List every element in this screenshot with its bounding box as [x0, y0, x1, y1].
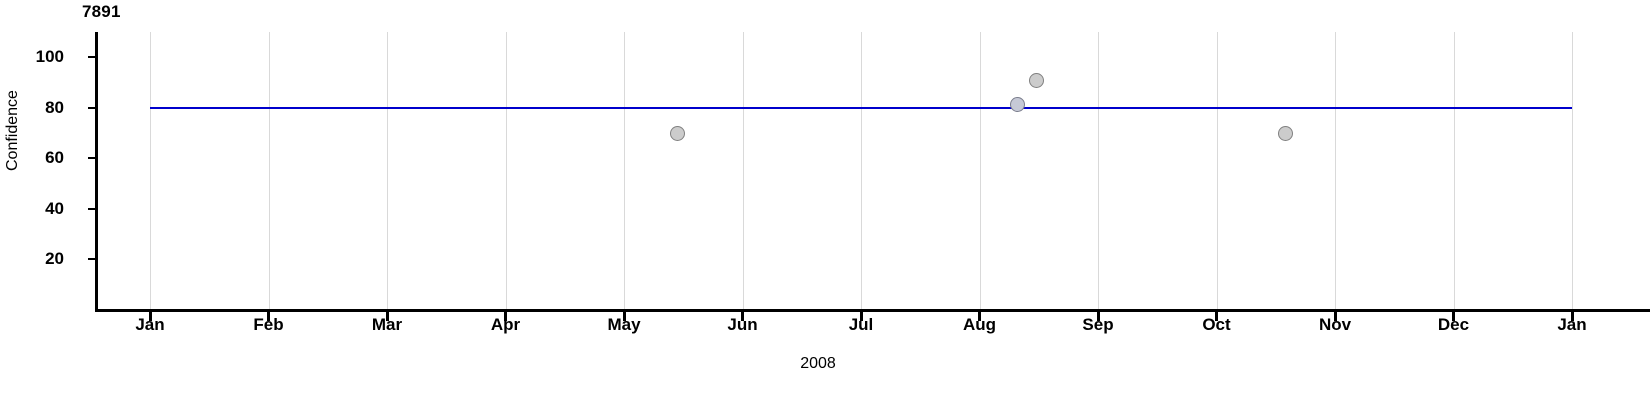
- x-tick-mark-apr-3: [504, 312, 507, 321]
- x-tick-mark-mar-2: [385, 312, 389, 321]
- x-tick-label-jul-6: Jul: [848, 315, 874, 334]
- chart-title: 7891: [82, 2, 121, 21]
- x-axis-spine: [97, 309, 1650, 312]
- y-tick-label-60: 60: [45, 148, 64, 168]
- x-tick-mark-sep-8: [1096, 312, 1100, 321]
- x-tick-mark-oct-9: [1215, 312, 1218, 321]
- data-point[interactable]: [1010, 96, 1026, 112]
- x-tick-mark-aug-7: [978, 312, 981, 321]
- x-tick-label-jan-0: Jan: [135, 315, 165, 334]
- gridline-nov-10: [1335, 32, 1336, 310]
- x-tick-label-dec-11: Dec: [1437, 315, 1470, 334]
- x-axis-title: 2008: [800, 355, 836, 372]
- x-tick-mark-dec-11: [1452, 312, 1455, 321]
- gridline-jan-0: [150, 32, 151, 310]
- x-tick-label-mar-2: Mar: [371, 315, 403, 334]
- x-tick-label-apr-3: Apr: [490, 315, 521, 334]
- y-axis-spine: [95, 32, 98, 312]
- x-tick-mark-jan-0: [148, 312, 152, 321]
- data-point[interactable]: [1029, 72, 1045, 88]
- gridline-jun-5: [742, 32, 744, 310]
- x-tick-mark-jul-6: [859, 312, 863, 321]
- gridline-jan-12: [1572, 32, 1573, 310]
- gridline-may-4: [624, 32, 625, 310]
- gridline-apr-3: [505, 32, 507, 310]
- x-tick-label-nov-10: Nov: [1318, 315, 1352, 334]
- y-tick-mark-20: [88, 258, 95, 261]
- x-tick-mark-jun-5: [741, 312, 744, 321]
- x-tick-label-feb-1: Feb: [253, 315, 284, 334]
- y-tick-mark-40: [88, 207, 95, 210]
- x-tick-mark-jan-12: [1570, 312, 1574, 321]
- y-tick-label-100: 100: [35, 47, 64, 67]
- y-tick-label-80: 80: [45, 97, 64, 117]
- y-tick-mark-60: [88, 157, 95, 160]
- data-point[interactable]: [1277, 125, 1293, 141]
- x-tick-mark-may-4: [622, 312, 626, 321]
- y-tick-mark-80: [88, 106, 95, 109]
- x-tick-label-jun-5: Jun: [727, 315, 758, 334]
- x-tick-mark-feb-1: [267, 312, 270, 321]
- y-tick-label-20: 20: [45, 249, 64, 269]
- data-point[interactable]: [670, 125, 686, 141]
- gridline-sep-8: [1098, 32, 1099, 310]
- x-tick-label-sep-8: Sep: [1082, 315, 1114, 334]
- gridline-dec-11: [1453, 32, 1455, 310]
- gridline-oct-9: [1216, 32, 1218, 310]
- x-tick-label-may-4: May: [607, 315, 641, 334]
- gridline-mar-2: [387, 32, 388, 310]
- y-tick-mark-100: [88, 56, 95, 59]
- x-tick-label-jan-12: Jan: [1557, 315, 1587, 334]
- x-tick-label-aug-7: Aug: [962, 315, 997, 334]
- x-tick-mark-nov-10: [1333, 312, 1337, 321]
- plot-area: [97, 32, 1650, 310]
- gridline-jul-6: [861, 32, 862, 310]
- x-tick-label-oct-9: Oct: [1202, 315, 1231, 334]
- gridline-aug-7: [979, 32, 981, 310]
- y-axis-title: Confidence: [4, 90, 21, 171]
- y-tick-label-40: 40: [45, 198, 64, 218]
- gridline-feb-1: [268, 32, 270, 310]
- reference-line-threshold: [150, 106, 1572, 109]
